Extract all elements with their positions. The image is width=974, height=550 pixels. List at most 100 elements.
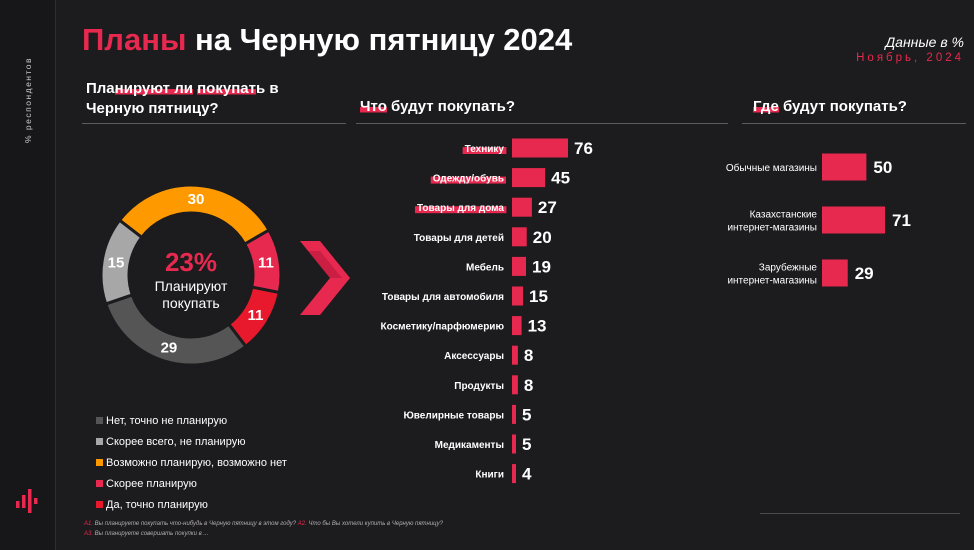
footnote-line-1: A1. Вы планируете покупать что-нибудь в … [84,521,443,527]
where-value-label: 29 [855,264,874,283]
what-category-label: Книги [475,470,504,481]
donut-center-value: 23% [165,247,217,277]
donut-legend: Нет, точно не планирую Скорее всего, не п… [96,410,287,515]
where-bar [822,153,867,181]
footer-divider [760,513,960,514]
where-bar [822,259,848,287]
legend-swatch [96,501,103,508]
where-category-label: Зарубежные [759,262,818,274]
donut-slice-label: 15 [108,255,125,272]
page-title: Планы на Черную пятницу 2024 [82,22,572,58]
data-note: Данные в % Ноябрь, 2024 [856,34,964,64]
what-value-label: 5 [522,435,531,454]
what-value-label: 13 [528,317,547,336]
donut-slice-label: 11 [258,255,274,272]
what-bar [512,168,546,188]
where-category-label: Обычные магазины [726,162,817,174]
what-bar [512,138,568,158]
footnote-q2: A2. [297,521,307,527]
where-category-label: Казахстанские [750,210,818,221]
what-category-highlight [462,147,507,154]
donut-question-part: Пла [86,80,115,97]
legend-item: Возможно планирую, возможно нет [96,452,287,473]
legend-swatch [96,459,103,466]
where-bar [822,206,885,234]
legend-swatch [96,417,103,424]
what-value-label: 19 [532,257,551,276]
legend-swatch [96,438,103,445]
legend-label: Да, точно планирую [106,498,208,511]
what-category-highlight [430,176,506,184]
what-category-label: Товары для дома [417,203,504,214]
what-category-highlight [414,206,507,214]
legend-item: Нет, точно не планирую [96,410,287,431]
page-title-accent: Планы [82,22,187,57]
what-value-label: 27 [538,198,557,217]
legend-item: Скорее всего, не планирую [96,431,287,452]
what-category-label: Товары для детей [414,233,504,244]
what-value-label: 5 [522,405,531,424]
donut-center-line2: покупать [162,295,219,311]
chevron-right-icon [300,241,350,315]
what-category-label: Продукты [454,381,504,392]
where-category-label: интернет-магазины [727,223,817,234]
what-value-label: 8 [524,346,533,365]
what-bar [512,197,532,217]
what-category-label: Технику [465,144,505,155]
footnote-q3: A3. [84,531,94,537]
what-bar [512,286,524,306]
unit-note: Данные в % [885,34,964,50]
legend-label: Скорее планирую [106,477,197,490]
what-value-label: 45 [551,169,570,188]
donut-center-line1: Планируют [155,278,228,294]
donut-question-underline [82,123,346,124]
what-value-label: 20 [533,228,552,247]
legend-swatch [96,480,103,487]
what-value-label: 76 [574,139,593,158]
what-bar [512,375,518,395]
what-bar [512,434,516,454]
what-bar [512,345,518,365]
donut-question-part: покупат [197,80,256,97]
donut-slice [117,183,271,247]
donut-slice-label: 11 [248,307,264,324]
what-title-highlight: Что [360,98,387,115]
date-note: Ноябрь, 2024 [856,52,964,64]
page-title-rest: на Черную пятницу 2024 [186,22,573,57]
where-section-underline [742,123,966,124]
donut-question-part: нируют ли [114,80,193,97]
what-category-label: Одежду/обувь [433,173,504,185]
donut-question-line2: Черную пятницу? [86,100,219,117]
footnote-q1: A1. [84,521,94,527]
what-category-label: Косметику/парфюмерию [381,321,505,333]
what-bar [512,227,527,247]
what-category-label: Медикаменты [435,440,504,451]
what-category-label: Товары для автомобиля [382,291,504,303]
footnote-t2: Что бы Вы хотели купить в Черную пятницу… [306,521,444,527]
legend-label: Нет, точно не планирую [106,414,228,427]
donut-question-title: Планируют ли покупать в Черную пятницу? [86,79,279,119]
legend-label: Скорее всего, не планирую [106,435,246,448]
where-section-title: Где будут покупать? [753,97,907,117]
where-title-highlight: Где [753,98,779,115]
where-category-label: интернет-магазины [727,276,817,287]
what-value-label: 4 [522,465,532,484]
legend-item: Скорее планирую [96,473,287,494]
donut-question-part: ь в [255,80,279,97]
donut-slice-label: 30 [188,191,205,208]
what-bar [512,256,526,276]
sidebar: % респондентов [0,0,56,550]
footnote-t3: Вы планируете совершать покупки в ... [93,531,209,537]
what-bar [512,464,516,484]
what-value-label: 8 [524,376,533,395]
where-title-rest: будут покупать? [778,98,907,115]
what-section-underline [356,123,728,124]
footnote-t1: Вы планируете покупать что-нибудь в Черн… [93,521,298,527]
what-title-rest: будут покупать? [386,98,516,115]
bar-logo-icon [16,489,38,513]
legend-item: Да, точно планирую [96,494,287,515]
what-category-label: Ювелирные товары [403,410,504,421]
what-category-label: Аксессуары [444,351,504,362]
